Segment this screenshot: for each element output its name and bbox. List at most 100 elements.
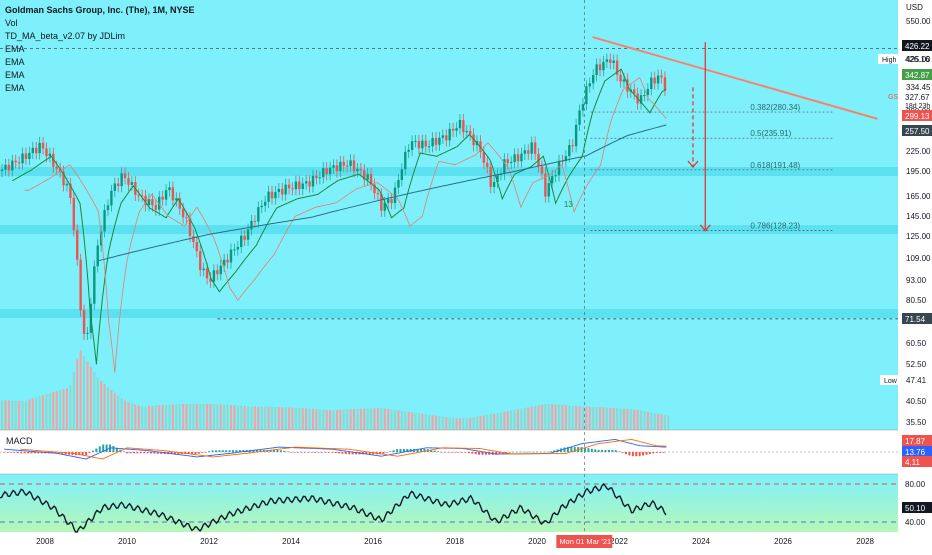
volume-bar [188,403,191,430]
candle-body [117,183,120,187]
macd-histogram-bar [259,449,262,452]
candle-body [246,229,250,240]
time-axis-label: 2018 [446,537,464,546]
low-tag: Low [884,378,898,385]
candle-body [581,104,585,111]
macd-histogram-bar [290,451,293,453]
volume-bar [62,389,65,430]
candle-body [547,183,550,197]
candle-body [643,95,646,97]
macd-histogram-bar [27,452,30,454]
volume-bar [605,407,608,430]
candle-body [335,165,339,172]
time-axis-label: 2024 [692,537,710,546]
macd-histogram-bar [464,452,467,453]
fib-label: 0.382(280.34) [750,103,800,112]
trendline [592,36,878,120]
macd-histogram-bar [105,444,108,452]
volume-bar [578,406,581,430]
candle-body [376,193,380,195]
candle-body [462,119,465,133]
indicator-ema-1[interactable]: EMA [5,44,25,54]
candle-body [363,170,366,180]
macd-histogram-bar [481,452,484,455]
indicator-ema-2[interactable]: EMA [5,57,25,67]
candle-body [72,197,76,231]
volume-bar [209,403,212,430]
macd-histogram-bar [655,452,658,453]
time-axis-label: 2020 [528,537,546,546]
indicator-ema-4[interactable]: EMA [5,83,25,93]
macd-title: MACD [6,436,33,446]
price-tick-label: 195.00 [906,167,931,176]
macd-histogram-bar [583,447,586,452]
macd-histogram-bar [225,450,228,452]
candle-body [431,138,434,147]
candle-body [287,184,291,189]
volume-bar [513,409,516,430]
volume-bar [407,411,410,430]
macd-histogram-bar [156,452,159,454]
macd-histogram-bar [320,452,323,453]
candle-body [322,168,325,178]
volume-bar [510,410,513,430]
indicator-ema-3[interactable]: EMA [5,70,25,80]
volume-bar [640,410,643,430]
volume-bar [72,372,75,430]
macd-histogram-bar [129,452,132,454]
macd-histogram-bar [508,452,511,453]
volume-bar [253,406,256,430]
volume-bar [182,404,185,430]
volume-bar [223,404,226,430]
symbol-title[interactable]: Goldman Sachs Group, Inc. (The), 1M, NYS… [5,5,195,15]
price-tick-label: 47.41 [906,376,927,385]
ema2-tag: 299.13 [905,112,930,121]
volume-bar [445,416,448,430]
macd-histogram-bar [625,452,628,455]
low-tag-bg [880,375,900,385]
price-tick-label: 60.50 [906,339,927,348]
volume-bar [568,405,571,430]
candle-body [294,181,298,190]
candle-body [595,64,598,76]
candle-body [298,181,301,190]
volume-bar [195,403,198,430]
candle-body [250,220,253,230]
macd-histogram-bar [211,450,214,452]
volume-bar [35,397,38,430]
candle-body [222,259,226,266]
candle-body [171,187,175,201]
macd-histogram-bar [91,450,94,452]
macd-histogram-bar [324,452,327,453]
volume-bar [339,409,342,430]
candle-body [345,165,349,167]
volume-bar [229,404,232,430]
time-axis-label: 2022 [610,537,628,546]
candle-body [410,141,414,150]
candle-body [383,202,386,211]
macd-histogram-bar [6,452,9,453]
indicator-vol[interactable]: Vol [5,18,18,28]
volume-bar [486,414,489,430]
candle-body [277,188,281,193]
macd-histogram-bar [566,447,569,452]
volume-bar [294,407,297,430]
volume-bar [479,415,482,430]
macd-histogram-bar [365,452,368,455]
volume-bar [540,404,543,430]
candle-body [427,146,431,148]
candle-body [106,205,110,211]
candle-body [455,128,458,131]
indicator-td-ma[interactable]: TD_MA_beta_v2.07 by JDLim [5,31,126,41]
volume-bar [325,409,328,430]
macd-histogram-bar [385,452,388,453]
macd-histogram-bar [81,452,84,456]
volume-bar [281,407,284,430]
macd-histogram-bar [515,451,518,453]
volume-bar [506,411,509,430]
candle-body [404,151,407,170]
candle-body [527,150,530,154]
volume-bar [38,395,41,430]
